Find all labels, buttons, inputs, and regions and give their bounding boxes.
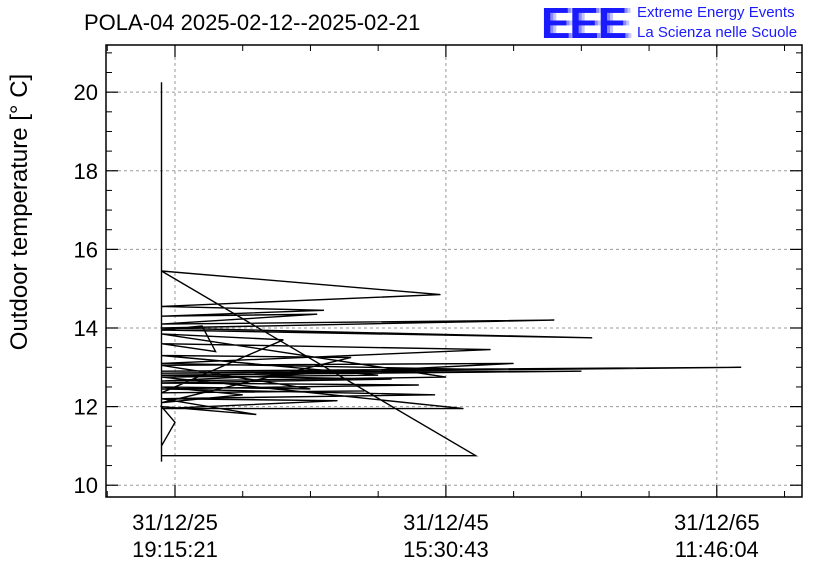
data-series: [159, 82, 742, 462]
eee-logo: EEE: [541, 0, 627, 48]
x-tick-label-date: 31/12/25: [132, 510, 218, 535]
organization-line-1: Extreme Energy Events: [637, 4, 795, 21]
y-tick-label: 10: [74, 473, 98, 498]
axis-ticks: [106, 45, 802, 497]
y-axis-label: Outdoor temperature [° C]: [6, 74, 33, 350]
organization-name: Extreme Energy Events La Scienza nelle S…: [637, 3, 797, 43]
y-tick-label: 20: [74, 80, 98, 105]
organization-line-2: La Scienza nelle Scuole: [637, 24, 798, 41]
y-tick-label: 14: [74, 316, 98, 341]
x-tick-label-time: 19:15:21: [132, 537, 218, 562]
y-tick-label: 18: [74, 159, 98, 184]
temperature-series-line: [159, 82, 742, 462]
x-tick-label-date: 31/12/65: [674, 510, 760, 535]
y-tick-label: 12: [74, 395, 98, 420]
y-tick-label: 16: [74, 237, 98, 262]
chart-title: POLA-04 2025-02-12--2025-02-21: [84, 10, 421, 35]
plot-frame: [105, 44, 803, 498]
x-tick-label-time: 11:46:04: [675, 537, 759, 562]
x-tick-label-time: 15:30:43: [403, 537, 489, 562]
grid: [106, 45, 802, 497]
x-tick-label-date: 31/12/45: [403, 510, 489, 535]
